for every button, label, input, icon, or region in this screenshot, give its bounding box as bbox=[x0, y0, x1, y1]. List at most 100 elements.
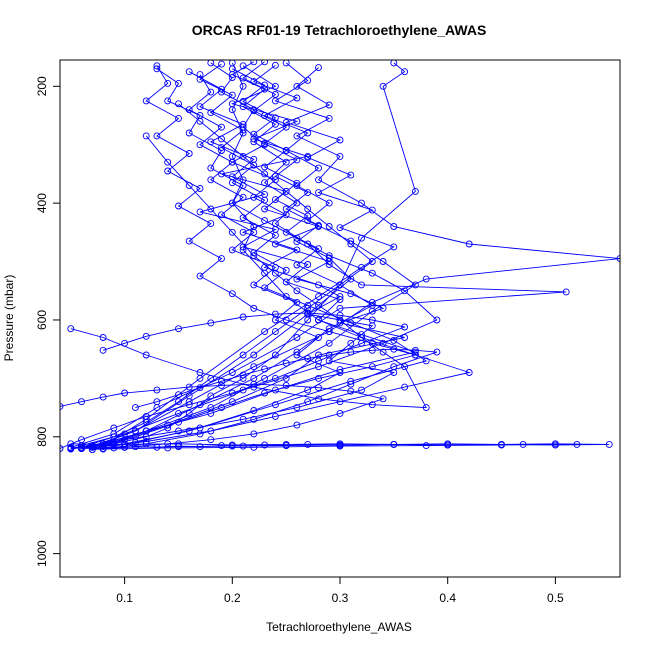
data-point bbox=[239, 82, 247, 90]
data-point bbox=[261, 81, 269, 89]
data-point bbox=[207, 404, 215, 412]
series-line bbox=[70, 443, 577, 450]
x-tick-label: 0.4 bbox=[439, 591, 456, 605]
data-point bbox=[164, 440, 172, 448]
y-axis-label: Pressure (mbar) bbox=[2, 275, 16, 362]
data-point bbox=[444, 441, 452, 449]
data-point bbox=[411, 187, 419, 195]
chart-title: ORCAS RF01-19 Tetrachloroethylene_AWAS bbox=[192, 22, 487, 38]
data-point bbox=[368, 346, 376, 354]
data-point bbox=[239, 62, 247, 70]
data-point bbox=[304, 440, 312, 448]
series-15 bbox=[78, 60, 419, 451]
data-point bbox=[239, 442, 247, 450]
data-point bbox=[315, 301, 322, 309]
data-point bbox=[293, 334, 301, 341]
data-point bbox=[401, 68, 409, 76]
data-point bbox=[282, 442, 290, 450]
data-point bbox=[379, 348, 387, 356]
y-tick-label: 400 bbox=[35, 193, 49, 213]
data-point bbox=[207, 374, 215, 382]
data-point bbox=[164, 97, 172, 105]
data-point bbox=[368, 301, 376, 309]
data-point bbox=[261, 269, 269, 277]
data-point bbox=[336, 152, 344, 160]
data-point bbox=[250, 223, 258, 230]
data-point bbox=[239, 374, 247, 382]
data-point bbox=[142, 97, 150, 105]
data-point bbox=[99, 393, 107, 401]
data-point bbox=[271, 310, 279, 318]
data-point bbox=[250, 107, 258, 115]
data-point bbox=[60, 445, 64, 452]
data-point bbox=[282, 266, 290, 274]
data-point bbox=[315, 374, 322, 382]
data-point bbox=[379, 395, 387, 403]
data-point bbox=[315, 384, 322, 392]
x-tick-label: 0.2 bbox=[224, 591, 241, 605]
data-point bbox=[261, 85, 269, 93]
data-point bbox=[304, 129, 312, 137]
series-19 bbox=[60, 380, 387, 454]
data-point bbox=[239, 152, 247, 160]
data-point bbox=[368, 206, 376, 214]
data-point bbox=[250, 138, 258, 146]
data-point bbox=[250, 281, 258, 289]
data-point bbox=[185, 182, 193, 190]
data-point bbox=[422, 275, 430, 283]
data-point bbox=[293, 179, 301, 187]
data-point bbox=[293, 132, 301, 140]
data-point bbox=[325, 114, 333, 122]
data-point bbox=[336, 409, 344, 417]
data-point bbox=[261, 179, 269, 187]
data-point bbox=[250, 60, 258, 66]
data-point bbox=[228, 106, 236, 114]
data-point bbox=[78, 398, 85, 406]
data-point bbox=[465, 240, 473, 248]
data-point bbox=[293, 421, 301, 429]
data-point bbox=[239, 98, 247, 105]
data-point bbox=[401, 334, 409, 341]
data-point bbox=[207, 436, 215, 444]
data-point bbox=[239, 74, 247, 82]
data-point bbox=[368, 316, 376, 324]
data-point bbox=[379, 258, 387, 265]
data-point bbox=[196, 272, 204, 280]
data-point bbox=[390, 60, 398, 67]
data-point bbox=[142, 351, 150, 359]
data-point bbox=[401, 287, 409, 295]
data-point bbox=[271, 172, 279, 180]
x-tick-label: 0.5 bbox=[547, 591, 564, 605]
data-point bbox=[282, 119, 290, 126]
data-point bbox=[196, 71, 204, 79]
data-point bbox=[325, 101, 333, 109]
data-point bbox=[315, 164, 322, 172]
data-point bbox=[250, 161, 258, 169]
data-point bbox=[261, 205, 269, 213]
data-point bbox=[282, 374, 290, 382]
data-point bbox=[261, 374, 269, 382]
data-point bbox=[228, 152, 236, 160]
data-point bbox=[239, 176, 247, 184]
data-point bbox=[185, 237, 193, 245]
data-point bbox=[271, 240, 279, 248]
data-point bbox=[282, 187, 290, 195]
series-line bbox=[92, 62, 620, 448]
data-point bbox=[228, 389, 236, 397]
data-point bbox=[261, 170, 269, 178]
data-point bbox=[175, 79, 182, 87]
data-point bbox=[304, 189, 312, 197]
data-point bbox=[347, 339, 355, 347]
data-point bbox=[228, 369, 236, 376]
data-point bbox=[218, 144, 225, 152]
data-point bbox=[250, 380, 258, 388]
data-point bbox=[271, 114, 279, 122]
data-point bbox=[562, 288, 570, 296]
data-point bbox=[121, 443, 129, 451]
data-point bbox=[164, 167, 172, 175]
data-point bbox=[142, 418, 150, 426]
data-point bbox=[411, 351, 419, 359]
data-point bbox=[196, 369, 204, 376]
series-line bbox=[92, 61, 352, 447]
data-point bbox=[239, 246, 247, 254]
